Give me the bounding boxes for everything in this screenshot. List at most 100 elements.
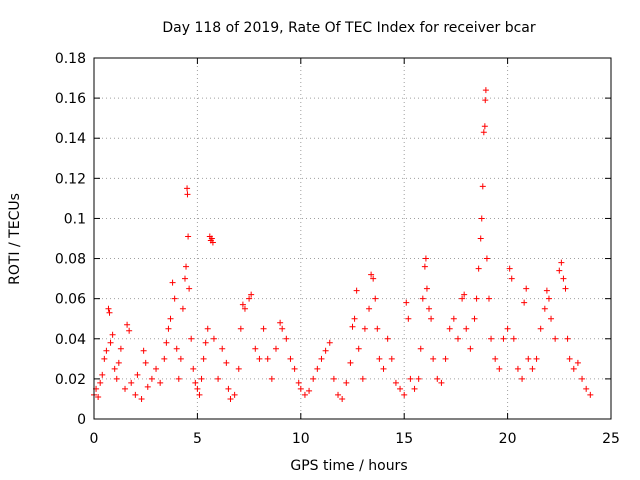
data-point <box>482 97 489 104</box>
data-point <box>235 365 242 372</box>
data-point <box>227 395 234 402</box>
data-point <box>366 305 373 312</box>
data-point <box>260 325 267 332</box>
data-point <box>209 239 216 246</box>
x-axis-label: GPS time / hours <box>290 458 407 474</box>
data-point <box>330 375 337 382</box>
data-point <box>339 395 346 402</box>
data-point <box>287 355 294 362</box>
data-point <box>134 371 141 378</box>
ticks-layer: 0 0.02 0.04 0.06 0.08 0.1 0.12 0.14 0.16 0.18 0 5 10… <box>55 51 620 447</box>
data-point <box>397 385 404 392</box>
data-point <box>215 375 222 382</box>
data-point <box>514 365 521 372</box>
data-point <box>277 319 284 326</box>
data-point <box>355 345 362 352</box>
data-point <box>353 287 360 294</box>
data-point <box>196 391 203 398</box>
y-tick-label: 0.14 <box>55 131 86 147</box>
data-point <box>500 335 507 342</box>
x-tick-label: 10 <box>292 431 310 447</box>
data-point <box>372 295 379 302</box>
data-point <box>548 315 555 322</box>
data-point <box>268 375 275 382</box>
x-tick-label: 5 <box>193 431 202 447</box>
data-point <box>138 395 145 402</box>
data-point <box>128 379 135 386</box>
data-point <box>403 299 410 306</box>
data-point <box>579 375 586 382</box>
data-point <box>171 295 178 302</box>
data-point <box>148 375 155 382</box>
data-point <box>368 271 375 278</box>
data-point <box>248 291 255 298</box>
data-point <box>200 355 207 362</box>
data-point <box>492 355 499 362</box>
data-point <box>370 275 377 282</box>
data-point <box>322 347 329 354</box>
data-point <box>335 391 342 398</box>
data-point <box>426 305 433 312</box>
y-tick-label: 0.1 <box>64 211 86 227</box>
data-point <box>184 191 191 198</box>
data-point <box>430 355 437 362</box>
data-point <box>306 387 313 394</box>
y-tick-label: 0.08 <box>55 252 86 268</box>
data-point <box>239 301 246 308</box>
data-point <box>461 291 468 298</box>
data-point <box>291 365 298 372</box>
data-point <box>349 323 356 330</box>
data-point <box>560 275 567 282</box>
data-point <box>310 375 317 382</box>
grid-layer <box>94 58 611 419</box>
data-point <box>132 391 139 398</box>
data-point <box>175 375 182 382</box>
data-point <box>463 325 470 332</box>
data-point <box>374 325 381 332</box>
data-point <box>485 295 492 302</box>
data-point <box>467 345 474 352</box>
data-point <box>283 335 290 342</box>
data-point <box>198 375 205 382</box>
data-point <box>144 383 151 390</box>
data-point <box>202 339 209 346</box>
data-point <box>473 295 480 302</box>
x-tick-label: 0 <box>90 431 99 447</box>
data-point <box>169 279 176 286</box>
data-point <box>384 335 391 342</box>
data-point <box>231 391 238 398</box>
data-point <box>163 339 170 346</box>
y-tick-label: 0.04 <box>55 332 86 348</box>
data-point <box>223 359 230 366</box>
data-point <box>407 375 414 382</box>
y-axis-label: ROTI / TECUs <box>7 193 23 285</box>
data-point <box>475 265 482 272</box>
data-point <box>297 385 304 392</box>
data-point <box>97 379 104 386</box>
data-point <box>208 235 215 242</box>
data-point <box>107 339 114 346</box>
data-point <box>442 355 449 362</box>
data-point <box>423 285 430 292</box>
data-point <box>301 391 308 398</box>
data-point <box>153 365 160 372</box>
data-point <box>552 335 559 342</box>
data-point <box>103 347 110 354</box>
data-point <box>361 325 368 332</box>
data-point <box>405 315 412 322</box>
y-tick-label: 0.06 <box>55 292 86 308</box>
data-point <box>185 233 192 240</box>
data-point <box>142 359 149 366</box>
data-point <box>272 345 279 352</box>
data-point <box>126 327 133 334</box>
data-point <box>564 335 571 342</box>
data-point <box>256 355 263 362</box>
data-point <box>179 305 186 312</box>
data-point <box>122 385 129 392</box>
data-point <box>314 365 321 372</box>
data-point <box>510 335 517 342</box>
data-point <box>167 315 174 322</box>
y-tick-label: 0.16 <box>55 91 86 107</box>
data-point <box>347 359 354 366</box>
data-point <box>454 335 461 342</box>
